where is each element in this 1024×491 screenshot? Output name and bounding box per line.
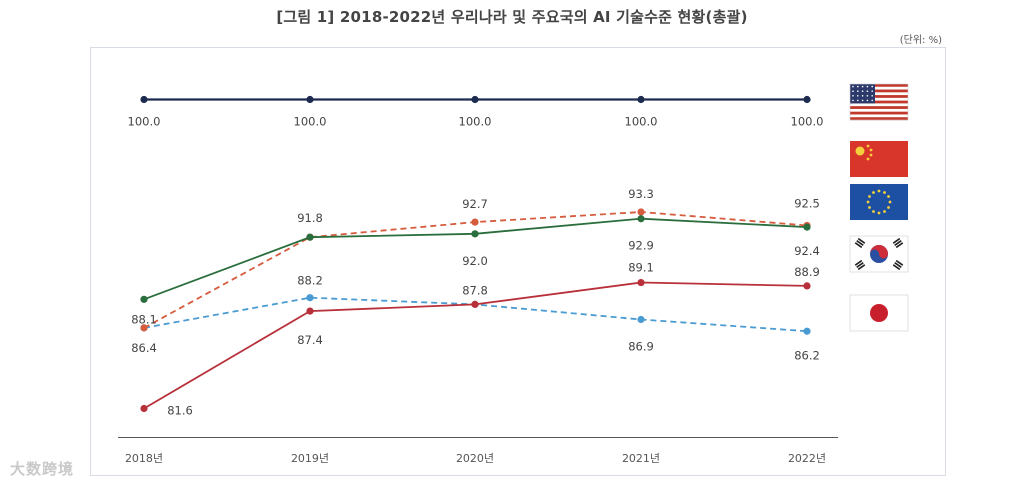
data-point-kr bbox=[306, 307, 314, 315]
data-label-jp: 86.9 bbox=[628, 339, 654, 353]
data-point-jp bbox=[803, 327, 811, 335]
data-label-jp: 88.2 bbox=[297, 274, 323, 288]
data-label-kr: 87.4 bbox=[297, 333, 323, 347]
x-tick-label: 2018년 bbox=[125, 452, 163, 465]
data-label-jp: 86.2 bbox=[794, 348, 820, 362]
data-label-eu: 91.8 bbox=[297, 211, 323, 225]
data-point-us bbox=[803, 95, 811, 104]
data-label-cn: 93.3 bbox=[628, 187, 654, 201]
unit-label: (단위: %) bbox=[899, 35, 942, 46]
data-label-eu: 92.4 bbox=[794, 244, 820, 258]
us-flag-icon bbox=[849, 83, 909, 121]
data-point-kr bbox=[803, 282, 811, 290]
data-point-cn bbox=[140, 324, 148, 332]
data-label-eu: 92.0 bbox=[462, 254, 488, 268]
china-flag-icon bbox=[850, 141, 908, 177]
data-label-us: 100.0 bbox=[791, 115, 824, 129]
data-label-us: 100.0 bbox=[625, 115, 658, 129]
japan-flag-icon bbox=[849, 294, 909, 332]
data-label-cn: 92.5 bbox=[794, 196, 820, 210]
x-tick-label: 2020년 bbox=[456, 452, 494, 465]
data-point-eu bbox=[637, 215, 645, 223]
data-point-kr bbox=[471, 300, 479, 308]
data-point-eu bbox=[306, 233, 314, 241]
data-point-kr bbox=[637, 278, 645, 287]
data-point-us bbox=[140, 95, 148, 104]
watermark: 大数跨境 bbox=[10, 460, 75, 478]
x-tick-label: 2021년 bbox=[622, 452, 660, 465]
data-point-cn bbox=[471, 218, 479, 226]
data-point-jp bbox=[637, 315, 645, 324]
data-label-eu: 92.9 bbox=[628, 239, 654, 253]
data-point-us bbox=[306, 95, 314, 104]
data-label-us: 100.0 bbox=[459, 115, 492, 129]
data-label-kr: 88.9 bbox=[794, 265, 820, 279]
data-point-kr bbox=[140, 404, 148, 413]
data-point-us bbox=[471, 95, 479, 104]
x-tick-label: 2022년 bbox=[788, 452, 826, 465]
data-point-eu bbox=[471, 230, 479, 238]
data-point-eu bbox=[140, 295, 148, 303]
data-label-kr: 81.6 bbox=[167, 404, 193, 418]
data-point-jp bbox=[306, 294, 314, 302]
chart-title: [그림 1] 2018-2022년 우리나라 및 주요국의 AI 기술수준 현황… bbox=[276, 8, 748, 26]
chart-panel bbox=[90, 47, 946, 476]
data-point-eu bbox=[803, 223, 811, 231]
data-point-us bbox=[637, 95, 645, 104]
data-label-cn: 92.7 bbox=[462, 197, 488, 211]
data-label-kr: 89.1 bbox=[628, 261, 654, 275]
x-tick-label: 2019년 bbox=[291, 452, 329, 465]
data-point-cn bbox=[637, 208, 645, 216]
data-label-us: 100.0 bbox=[294, 115, 327, 129]
data-label-kr: 87.8 bbox=[462, 283, 488, 297]
data-label-us: 100.0 bbox=[128, 115, 161, 129]
korea-flag-icon bbox=[849, 235, 909, 273]
data-label-jp: 86.4 bbox=[131, 341, 157, 355]
data-label-eu: 88.1 bbox=[131, 312, 157, 326]
eu-flag-icon bbox=[850, 184, 908, 220]
